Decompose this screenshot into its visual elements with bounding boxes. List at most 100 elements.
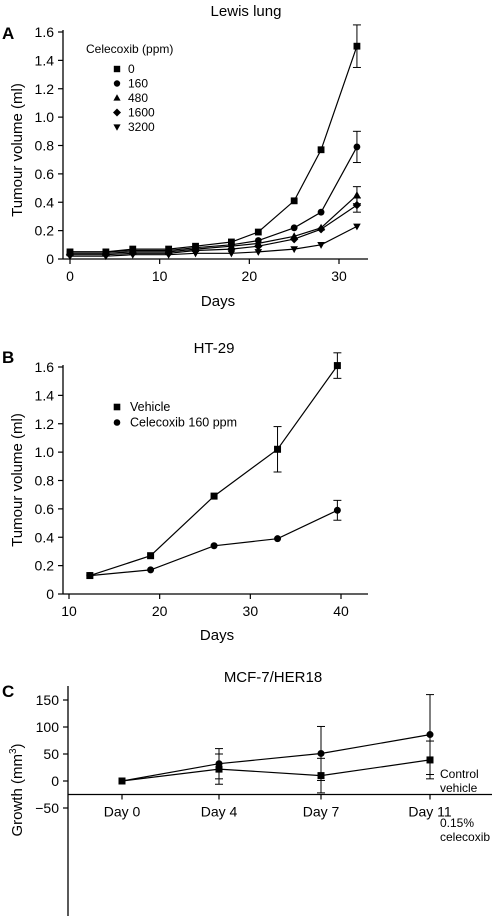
chart-c-ylabel-sup: 3 bbox=[8, 748, 19, 754]
chart-a-x-tick-label: 30 bbox=[331, 268, 347, 284]
chart-c-x-tick-label: Day 4 bbox=[201, 804, 238, 820]
chart-b-series-Vehicle-point bbox=[333, 362, 341, 370]
panel-letter-c: C bbox=[2, 682, 14, 701]
chart-c-x-tick-label: Day 7 bbox=[303, 804, 340, 820]
chart-a-xlabel: Days bbox=[201, 293, 235, 310]
chart-a-series-1600-point bbox=[316, 225, 326, 234]
chart-a-y-tick-label: 1.2 bbox=[35, 81, 55, 97]
chart-a-series-3200-line bbox=[70, 225, 358, 257]
chart-a-y-tick-label: 1.6 bbox=[35, 24, 55, 40]
chart-b-y-tick-label: 0.6 bbox=[35, 501, 55, 517]
chart-a-series-160-point bbox=[290, 224, 298, 232]
chart-a-y-tick-label: 1.0 bbox=[35, 109, 55, 125]
chart-c-y-tick-label: 150 bbox=[36, 692, 60, 708]
chart-a-series-0-point bbox=[317, 146, 325, 154]
chart-c-title: MCF-7/HER18 bbox=[224, 669, 322, 686]
chart-a-legend-marker-160 bbox=[113, 80, 121, 87]
chart-b-x-tick-label: 40 bbox=[333, 603, 349, 619]
chart-a-series-0-point bbox=[290, 197, 298, 205]
chart-b-x-tick-label: 20 bbox=[152, 603, 168, 619]
chart-a-legend-marker-3200 bbox=[113, 124, 121, 131]
chart-a-series-1600-line bbox=[70, 204, 358, 256]
chart-a-y-tick-label: 0.8 bbox=[35, 138, 55, 154]
chart-b-series-Celecoxib 160 ppm-point bbox=[274, 535, 282, 543]
chart-a-legend-marker-0 bbox=[113, 65, 121, 73]
chart-c-series-label-Control vehicle: Control bbox=[440, 767, 479, 781]
chart-b-y-tick-label: 1.0 bbox=[35, 444, 55, 460]
chart-a-y-tick-label: 0 bbox=[46, 251, 54, 267]
chart-c-ylabel-main: Growth (mm bbox=[9, 754, 26, 837]
chart-c-series-0.15% celecoxib-line bbox=[121, 759, 431, 782]
chart-b-y-tick-label: 1.4 bbox=[35, 387, 55, 403]
chart-a-series-3200-point bbox=[102, 253, 110, 261]
chart-a-y-tick-label: 0.2 bbox=[35, 223, 55, 239]
chart-a-ylabel: Tumour volume (ml) bbox=[9, 83, 26, 217]
chart-c-x-tick-label: Day 0 bbox=[104, 804, 141, 820]
chart-a-series-480-point bbox=[353, 191, 361, 198]
chart-a-series-160-point bbox=[353, 143, 361, 151]
chart-a-x-tick-label: 0 bbox=[66, 268, 74, 284]
chart-a-series-3200-point bbox=[66, 253, 74, 261]
chart-a-legend-label-480: 480 bbox=[128, 91, 148, 105]
chart-b-y-tick-label: 0.8 bbox=[35, 473, 55, 489]
chart-a-series-3200-point bbox=[254, 249, 263, 256]
chart-b-series-Vehicle-point bbox=[147, 552, 155, 560]
chart-b-series-Celecoxib 160 ppm-point bbox=[86, 572, 94, 580]
chart-b-legend: Vehicle Celecoxib 160 ppm bbox=[113, 400, 237, 430]
panel-letter-a: A bbox=[2, 24, 14, 43]
chart-b-x-tick-label: 30 bbox=[243, 603, 259, 619]
chart-a-series-3200-point bbox=[317, 242, 325, 249]
chart-a-plot: 0 0.2 0.4 0.6 0.8 1.0 1.2 1.4 1.6 0 10 20 30 bbox=[35, 24, 368, 284]
chart-c-series-label-0.15% celecoxib: celecoxib bbox=[440, 830, 490, 844]
chart-a-title: Lewis lung bbox=[211, 3, 282, 20]
chart-b-y-tick-label: 0.4 bbox=[35, 529, 55, 545]
chart-b-legend-marker-Celecoxib 160 ppm bbox=[113, 419, 121, 426]
chart-c-series-0.15% celecoxib-point bbox=[426, 756, 434, 764]
chart-c-ylabel: Growth (mm3) bbox=[8, 743, 26, 836]
chart-c-series-Control vehicle-point bbox=[317, 749, 325, 757]
chart-a-series-3200-point bbox=[164, 251, 173, 259]
chart-a-series-0-line bbox=[70, 46, 358, 253]
chart-a-series-3200-point bbox=[128, 251, 137, 259]
chart-b-legend-label-Celecoxib 160 ppm: Celecoxib 160 ppm bbox=[130, 416, 237, 430]
chart-c-y-tick-label: −50 bbox=[35, 800, 59, 816]
chart-a-series-0-point bbox=[254, 228, 262, 236]
chart-a-series-1600-point bbox=[289, 234, 299, 244]
chart-a-series-3200-point bbox=[191, 250, 200, 258]
chart-a-series-1600-point bbox=[254, 242, 263, 251]
chart-c-y-tick-label: 50 bbox=[43, 746, 59, 762]
chart-a-legend-marker-480 bbox=[113, 94, 121, 101]
chart-c-series-0.15% celecoxib-point bbox=[118, 777, 126, 785]
chart-b-series-Celecoxib 160 ppm-point bbox=[333, 506, 341, 514]
chart-b-legend-marker-Vehicle bbox=[113, 403, 121, 411]
chart-a-x-tick-label: 10 bbox=[152, 268, 168, 284]
chart-c-series-0.15% celecoxib-point bbox=[317, 772, 325, 780]
chart-b-legend-label-Vehicle: Vehicle bbox=[130, 400, 170, 414]
chart-c-ylabel-close: ) bbox=[9, 743, 26, 748]
chart-a-y-tick-label: 0.6 bbox=[35, 166, 55, 182]
chart-a-series-480-line bbox=[70, 194, 358, 254]
chart-b-series-Vehicle-point bbox=[274, 445, 282, 453]
chart-c-x-tick-label: Day 11 bbox=[408, 804, 452, 820]
chart-b-y-tick-label: 0 bbox=[46, 586, 54, 602]
chart-a-legend-label-0: 0 bbox=[128, 62, 135, 76]
chart-b-y-tick-label: 1.6 bbox=[35, 359, 55, 375]
chart-b-x-tick-label: 10 bbox=[61, 603, 77, 619]
chart-c-series-label-0.15% celecoxib: 0.15% bbox=[440, 816, 474, 830]
chart-a-legend-label-3200: 3200 bbox=[128, 120, 155, 134]
chart-a-y-tick-label: 1.4 bbox=[35, 52, 55, 68]
chart-a-legend-marker-1600 bbox=[113, 108, 121, 117]
chart-c-y-tick-label: 0 bbox=[51, 773, 59, 789]
chart-c-series-Control vehicle-point bbox=[426, 731, 434, 739]
chart-a-legend-label-1600: 1600 bbox=[128, 106, 155, 120]
chart-a-legend-title: Celecoxib (ppm) bbox=[86, 42, 173, 56]
chart-c-y-tick-label: 100 bbox=[36, 719, 60, 735]
chart-b-series-Celecoxib 160 ppm-point bbox=[147, 566, 155, 574]
chart-a-series-3200-point bbox=[290, 246, 298, 254]
chart-b-plot: 0 0.2 0.4 0.6 0.8 1.0 1.2 1.4 1.6 10 20 30 40 bbox=[35, 352, 368, 619]
chart-b-ylabel: Tumour volume (ml) bbox=[9, 413, 26, 547]
chart-c-series-label-Control vehicle: vehicle bbox=[440, 781, 478, 795]
